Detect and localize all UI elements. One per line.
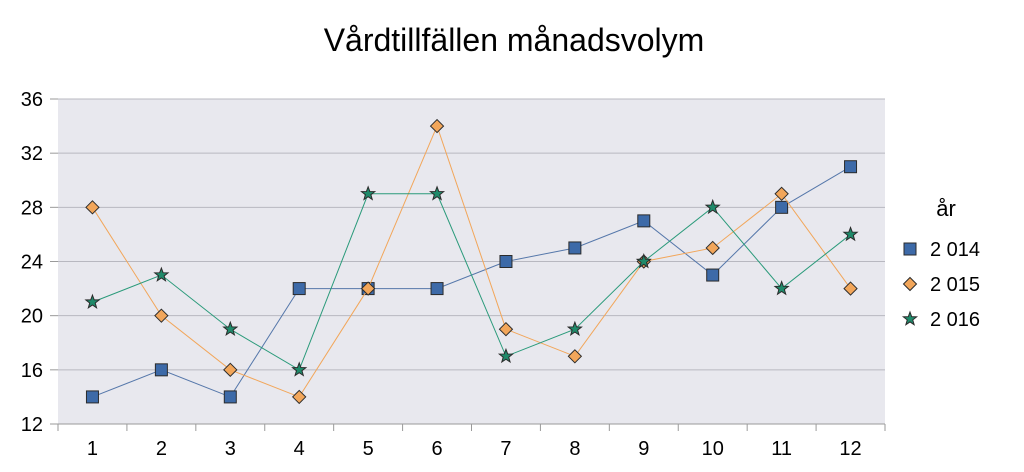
series-layer <box>84 118 859 405</box>
x-tick-label: 8 <box>569 438 580 460</box>
series-2 <box>84 185 859 377</box>
legend-label: 2 014 <box>930 239 980 261</box>
x-tick-label: 11 <box>771 438 792 460</box>
data-point <box>499 255 513 268</box>
y-tick-label: 32 <box>21 143 43 165</box>
data-point <box>705 240 720 256</box>
data-point <box>154 308 169 323</box>
data-point <box>637 214 651 228</box>
data-point <box>292 282 306 296</box>
data-point <box>704 198 721 215</box>
x-tick-label: 12 <box>839 438 861 460</box>
y-tick-label: 24 <box>21 252 43 274</box>
data-point <box>85 200 100 215</box>
series-1 <box>85 118 858 405</box>
data-point <box>774 186 789 201</box>
legend-label: 2 016 <box>930 309 980 331</box>
data-point <box>566 320 583 337</box>
y-tick-label: 28 <box>21 197 43 219</box>
series-line <box>92 193 851 371</box>
legend: år 2 014 2 015 2 016 <box>901 196 980 331</box>
x-tick-label: 1 <box>87 438 98 460</box>
data-point <box>429 118 445 134</box>
data-point <box>706 268 720 282</box>
data-point <box>154 363 168 377</box>
data-point <box>85 390 99 404</box>
x-tick-label: 10 <box>702 438 724 460</box>
data-point <box>842 225 859 242</box>
data-point <box>360 185 377 201</box>
data-point <box>153 266 170 282</box>
data-point <box>773 280 790 296</box>
x-tick-label: 7 <box>500 438 511 460</box>
x-tick-label: 5 <box>363 438 374 460</box>
data-point <box>497 347 515 364</box>
data-point <box>775 200 789 214</box>
data-point <box>568 241 582 255</box>
data-point <box>222 320 239 337</box>
legend-label: 2 015 <box>930 274 980 296</box>
data-point <box>292 389 307 405</box>
legend-marker <box>902 276 918 292</box>
data-point <box>635 253 652 269</box>
series-line <box>92 124 851 398</box>
x-tick-label: 6 <box>431 438 442 460</box>
gridlines <box>58 98 885 371</box>
data-point <box>428 185 446 201</box>
x-tick-label: 4 <box>294 438 305 460</box>
data-point <box>223 362 238 378</box>
data-point <box>498 322 514 337</box>
data-point <box>84 293 101 309</box>
data-point <box>291 361 308 377</box>
data-point <box>567 349 583 364</box>
data-point <box>844 160 858 174</box>
legend-title: år <box>936 196 956 221</box>
x-tick-label: 2 <box>156 438 167 460</box>
chart-title: Vårdtillfällen månadsvolym <box>324 22 705 58</box>
data-point <box>843 281 858 296</box>
data-point <box>223 390 237 404</box>
data-point <box>360 281 376 296</box>
y-tick-label: 36 <box>21 89 43 111</box>
y-tick-label: 20 <box>21 306 43 328</box>
x-tick-label: 3 <box>225 438 236 460</box>
x-tick-label: 9 <box>638 438 649 460</box>
legend-marker <box>903 242 917 256</box>
data-point <box>430 282 444 296</box>
legend-marker <box>901 310 919 326</box>
y-tick-label: 12 <box>21 414 43 436</box>
y-tick-label: 16 <box>21 360 43 382</box>
